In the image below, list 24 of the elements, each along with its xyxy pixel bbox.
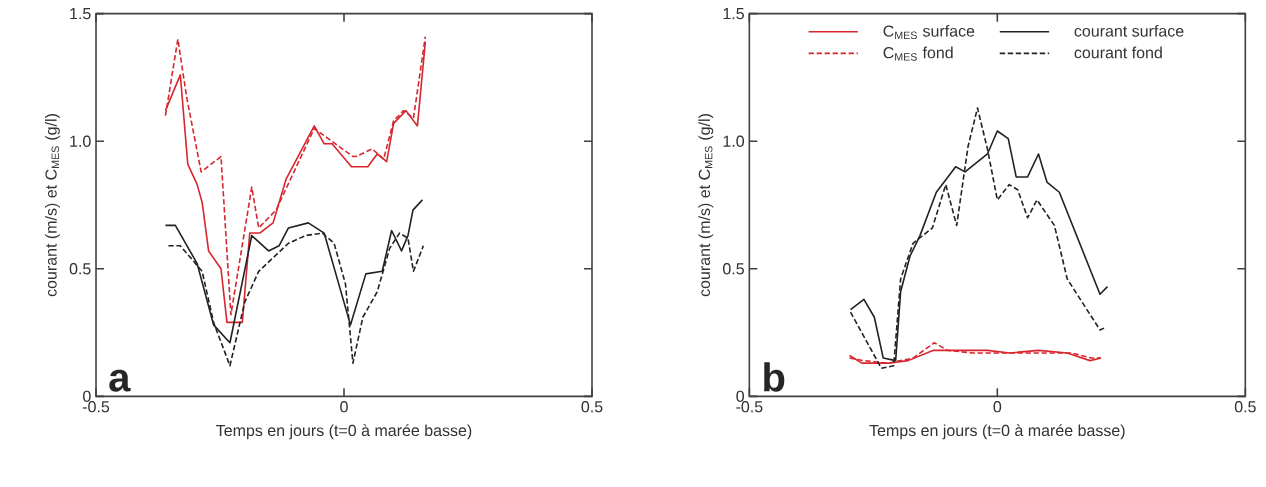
y-tick-label: 0.5 [69,263,91,275]
y-tick-label: 1.5 [70,8,91,20]
y-tick-label: 1.0 [70,135,91,147]
legend-label: C$_{MES}$ surface [883,25,975,40]
x-tick-label: -0.5 [82,401,110,413]
y-axis-title: courant (m/s) et C$_{MES}$ (g/l) [45,114,60,297]
x-axis-title: Temps en jours (t=0 à marée basse) [869,424,1125,440]
x-tick-label: 0.5 [1234,401,1256,413]
x-tick-label: 0 [340,401,348,413]
legend-label: C$_{MES}$ fond [883,46,953,61]
y-axis-title: courant (m/s) et C$_{MES}$ (g/l) [698,114,714,297]
annotation: a [109,369,131,392]
x-tick-label: -0.5 [736,401,763,413]
y-tick-label: 1.0 [723,135,745,147]
x-tick-label: 0.5 [581,401,603,413]
annotation: b [764,362,785,392]
x-axis-title: Temps en jours (t=0 à marée basse) [216,424,472,440]
legend-label: courant surface [1074,25,1184,37]
y-tick-label: 1.5 [723,8,744,20]
y-tick-label: 0 [736,390,745,402]
legend-label: courant fond [1074,46,1162,59]
y-tick-label: 0.5 [723,263,744,275]
x-tick-label: 0 [993,401,1002,413]
y-tick-label: 0 [83,390,91,402]
